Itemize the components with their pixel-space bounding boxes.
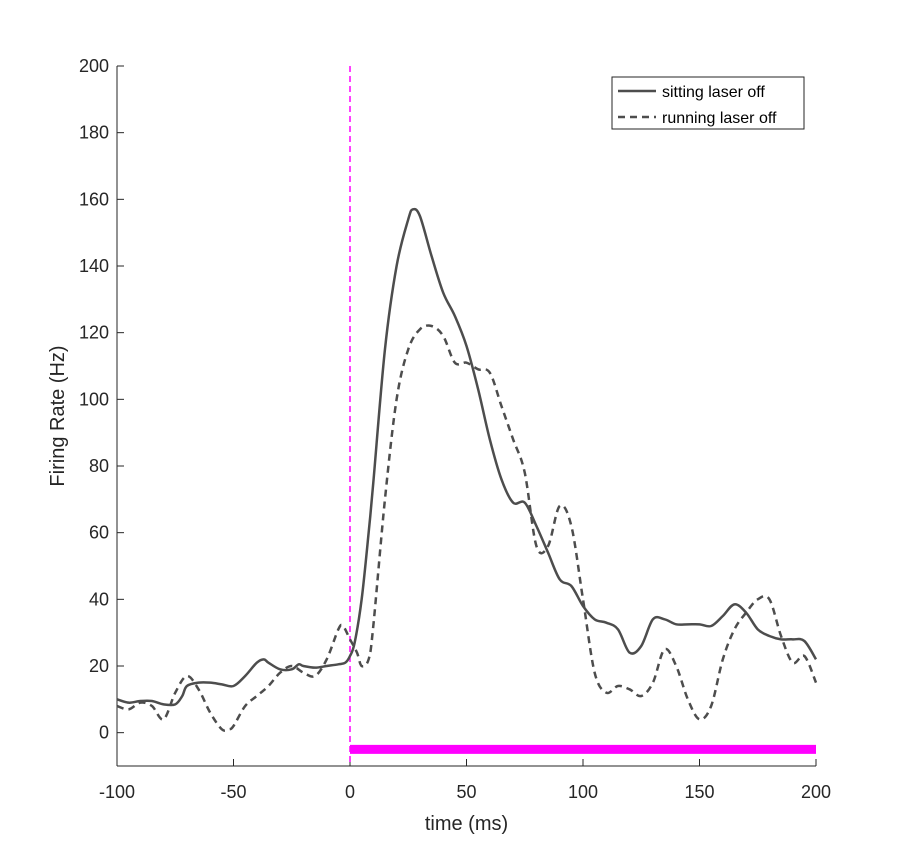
legend-label-sitting: sitting laser off [662,84,765,101]
x-tick-label: 150 [684,782,714,802]
y-tick-label: 20 [89,656,109,676]
y-tick-label: 40 [89,589,109,609]
y-axis-title: Firing Rate (Hz) [47,345,69,486]
y-tick-label: 180 [79,123,109,143]
y-tick-label: 100 [79,389,109,409]
y-tick-label: 140 [79,256,109,276]
x-tick-label: 50 [456,782,476,802]
y-tick-label: 80 [89,456,109,476]
y-tick-label: 120 [79,323,109,343]
x-tick-label: -100 [99,782,135,802]
series-line-sitting-laser-off [116,207,818,707]
series-line-running-laser-off [116,324,818,732]
legend-label-running: running laser off [662,110,777,127]
y-tick-label: 200 [79,56,109,76]
x-tick-label: -50 [220,782,246,802]
x-tick-label: 0 [345,782,355,802]
x-axis-title: time (ms) [425,813,508,835]
x-tick-label: 200 [801,782,831,802]
legend-box [611,76,805,130]
x-tick-label: 100 [568,782,598,802]
y-tick-label: 0 [99,723,109,743]
x-axis-ticks: -100 -50 0 50 100 150 200 [99,759,831,802]
y-tick-label: 60 [89,523,109,543]
y-tick-label: 160 [79,189,109,209]
legend: sitting laser off running laser off [611,76,805,130]
y-axis-ticks: 0 20 40 60 80 100 120 140 160 180 200 [79,56,124,743]
chart-marks [116,66,818,766]
